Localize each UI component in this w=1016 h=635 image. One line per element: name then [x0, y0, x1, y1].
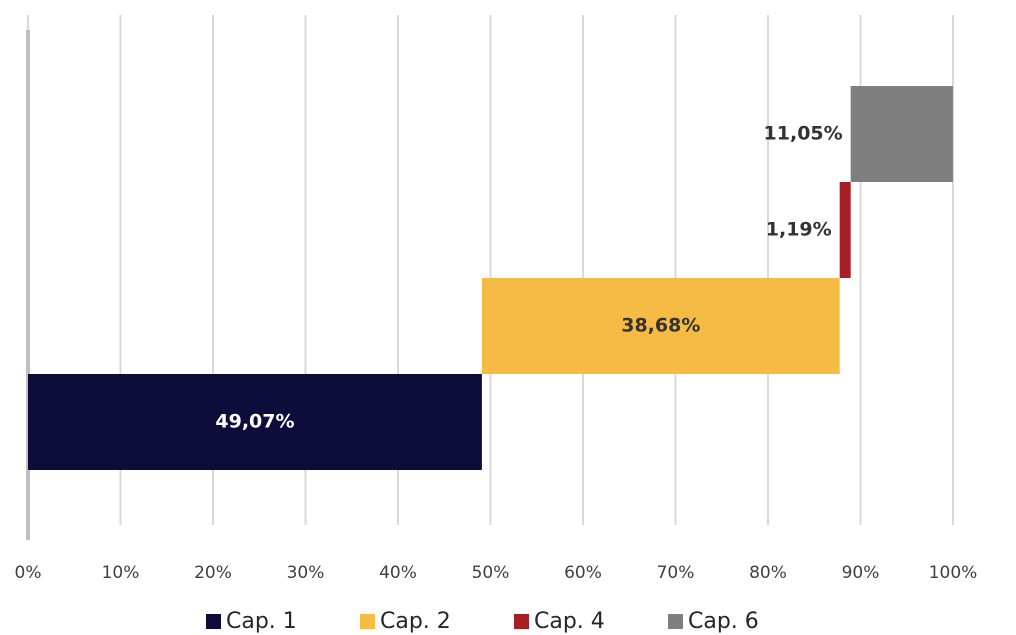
- x-tick-label: 80%: [749, 563, 787, 583]
- legend-swatch: [668, 614, 683, 629]
- x-tick-label: 60%: [564, 563, 602, 583]
- x-tick-label: 40%: [379, 563, 417, 583]
- legend-swatch: [206, 614, 221, 629]
- x-tick-label: 50%: [472, 563, 510, 583]
- data-label: 1,19%: [766, 219, 832, 241]
- x-tick-label: 90%: [842, 563, 880, 583]
- data-label: 11,05%: [764, 123, 843, 145]
- legend-label: Cap. 6: [688, 609, 759, 634]
- bar: [28, 374, 482, 470]
- data-label: 38,68%: [621, 315, 700, 337]
- x-tick-label: 30%: [287, 563, 325, 583]
- bar: [850, 86, 953, 182]
- data-label: 49,07%: [215, 411, 294, 433]
- grid: [27, 15, 954, 525]
- bar: [481, 278, 840, 374]
- x-tick-label: 0%: [15, 563, 42, 583]
- legend-swatch: [514, 614, 529, 629]
- x-tick-label: 100%: [929, 563, 978, 583]
- bar: [839, 182, 851, 278]
- legend-swatch: [360, 614, 375, 629]
- legend-label: Cap. 2: [380, 609, 451, 634]
- x-tick-label: 70%: [657, 563, 695, 583]
- x-tick-label: 20%: [194, 563, 232, 583]
- legend-label: Cap. 1: [226, 609, 297, 634]
- x-tick-label: 10%: [102, 563, 140, 583]
- legend-label: Cap. 4: [534, 609, 605, 634]
